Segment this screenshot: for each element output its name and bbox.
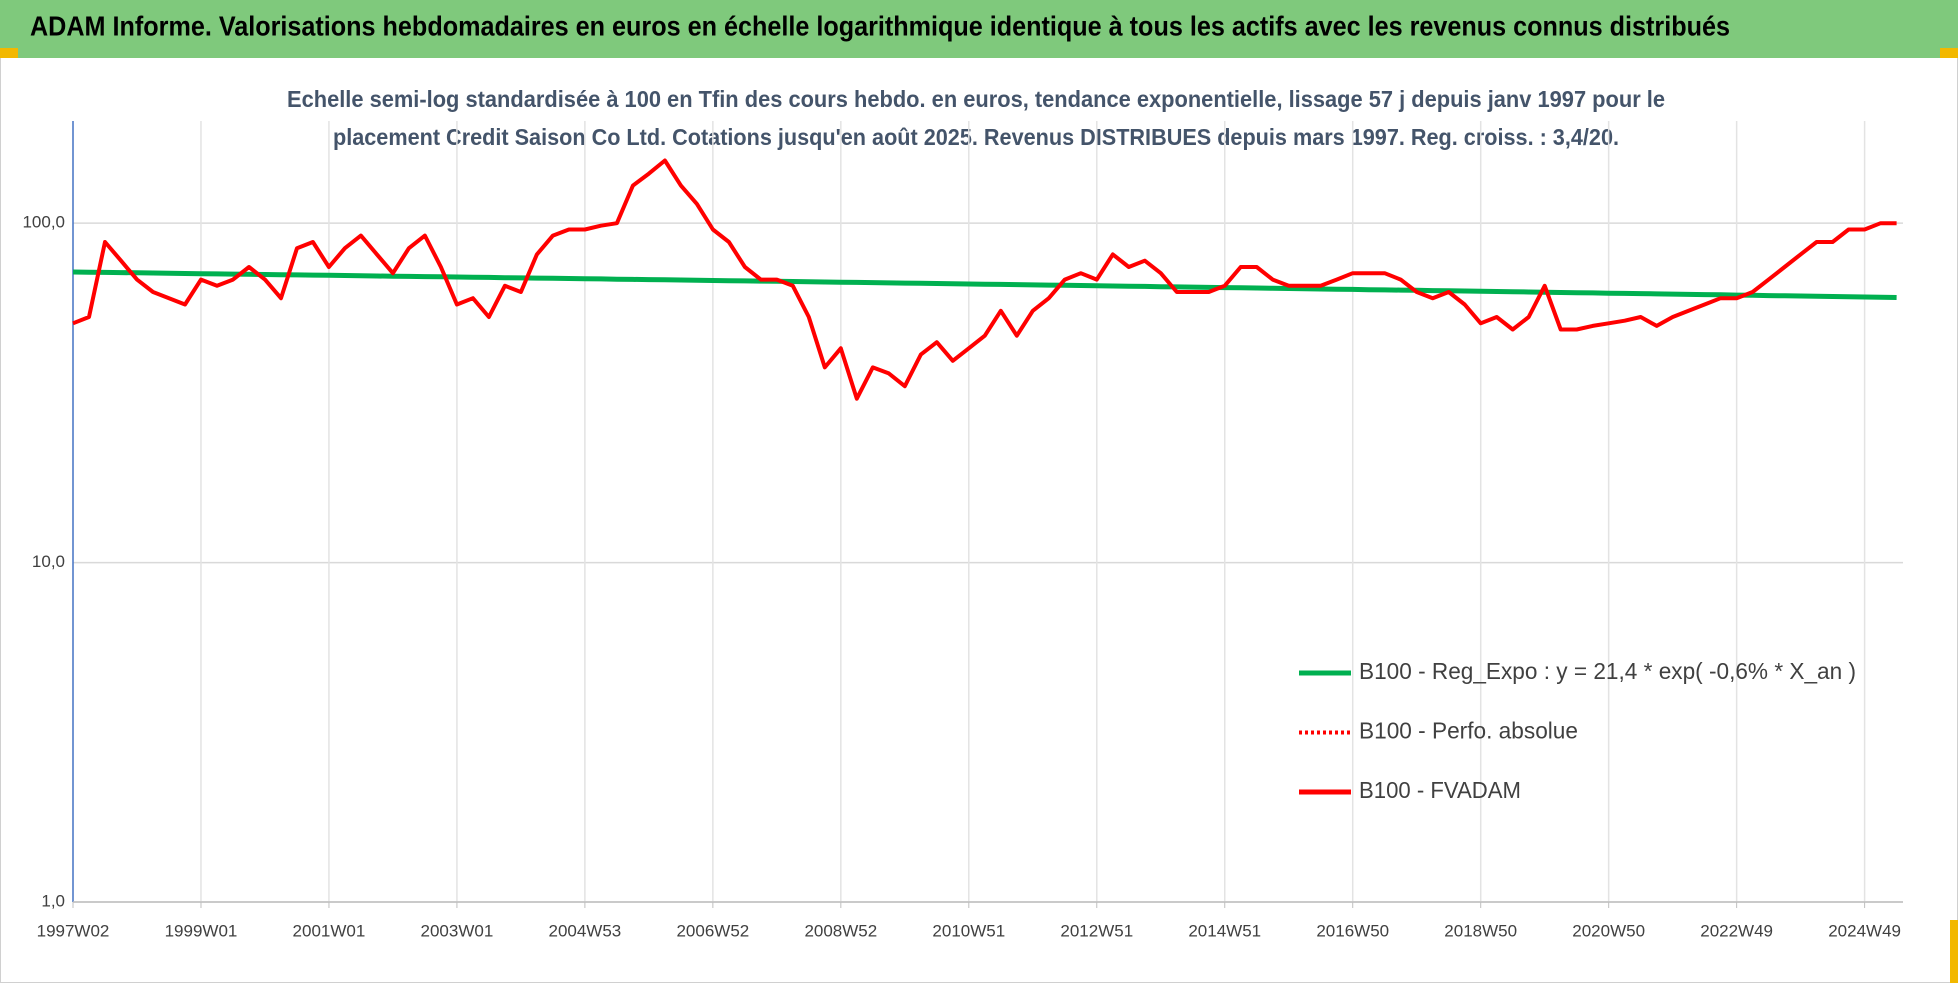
chart-subtitle: Echelle semi-log standardisée à 100 en T… xyxy=(287,86,1665,112)
plot xyxy=(72,158,1897,401)
x-tick-label: 1999W01 xyxy=(165,921,238,940)
x-tick-label: 2020W50 xyxy=(1572,921,1645,940)
corner xyxy=(0,48,18,58)
x-tick-label: 2010W51 xyxy=(932,921,1005,940)
y-tick-label: 1,0 xyxy=(41,891,65,910)
y-tick-label: 10,0 xyxy=(32,552,65,571)
x-tick-label: 2006W52 xyxy=(676,921,749,940)
legend-label: B100 - Reg_Expo : y = 21,4 * exp( -0,6% … xyxy=(1359,658,1856,684)
x-tick-label: 2014W51 xyxy=(1188,921,1261,940)
x-tick-label: 1997W02 xyxy=(37,921,110,940)
chart-subtitle: placement Credit Saison Co Ltd. Cotation… xyxy=(333,124,1619,150)
title-banner xyxy=(0,0,1958,58)
x-tick-label: 2004W53 xyxy=(548,921,621,940)
series-line xyxy=(72,158,1897,401)
legend: B100 - Reg_Expo : y = 21,4 * exp( -0,6% … xyxy=(1299,658,1856,803)
y-tick-label: 100,0 xyxy=(22,213,65,232)
x-tick-label: 2001W01 xyxy=(293,921,366,940)
x-tick-label: 2022W49 xyxy=(1700,921,1773,940)
corner xyxy=(1940,48,1958,58)
legend-label: B100 - FVADAM xyxy=(1359,777,1521,803)
legend-label: B100 - Perfo. absolue xyxy=(1359,718,1578,744)
x-tick-label: 2024W49 xyxy=(1828,921,1901,940)
grid: 1,0 10,0 100,0 1997W02 1999W01 2001W01 2003W01… xyxy=(22,121,1903,940)
x-tick-label: 2016W50 xyxy=(1316,921,1389,940)
chart-title: ADAM Informe. Valorisations hebdomadaire… xyxy=(30,10,1730,41)
corner xyxy=(1950,920,1958,983)
x-tick-label: 2008W52 xyxy=(804,921,877,940)
series-line xyxy=(72,269,1897,300)
x-tick-label: 2018W50 xyxy=(1444,921,1517,940)
x-tick-label: 2003W01 xyxy=(421,921,494,940)
x-tick-label: 2012W51 xyxy=(1060,921,1133,940)
